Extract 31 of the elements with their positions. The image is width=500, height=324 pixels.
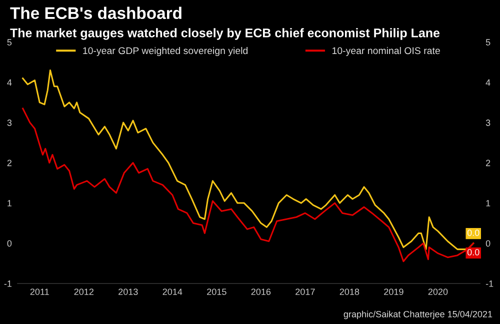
y2-tick-label: 0 [486, 240, 490, 247]
x-tick-label: 2011 [30, 288, 49, 295]
x-tick-label: 2017 [296, 288, 315, 295]
y2-tick-label: 2 [486, 160, 490, 166]
x-tick-label: 2015 [207, 288, 226, 295]
x-tick-label: 2014 [162, 288, 182, 295]
x-tick-label: 2012 [74, 288, 94, 295]
y-tick-label: 2 [7, 160, 12, 166]
y2-tick-label: 4 [486, 79, 490, 86]
y2-tick-label: -1 [486, 280, 494, 287]
y-tick-label: 0 [7, 240, 12, 247]
x-tick-label: 2019 [384, 288, 404, 295]
text: graphic/Saikat Chatterjee 15/04/2021 [344, 310, 492, 320]
y2-tick-label: 5 [486, 39, 490, 46]
y2-tick-label: 1 [486, 200, 490, 206]
x-tick-label: 2013 [118, 288, 138, 295]
y-tick-label: 4 [7, 79, 12, 86]
x-tick-label: 2018 [340, 288, 360, 295]
data-label: 0.0 [467, 230, 480, 236]
y2-tick-label: 3 [486, 120, 490, 126]
x-tick-label: 2020 [428, 288, 448, 295]
legend-label: 10-year GDP weighted sovereign yield [83, 46, 248, 56]
legend-label: 10-year nominal OIS rate [332, 46, 440, 56]
chart-subtitle: The market gauges watched closely by ECB chief economist Philip Lane [10, 28, 440, 40]
x-tick-label: 2016 [251, 288, 271, 295]
chart-title: The ECB's dashboard [10, 6, 182, 20]
y-tick-label: 1 [8, 200, 12, 206]
y-tick-label: -1 [4, 280, 12, 287]
y-tick-label: 5 [7, 39, 12, 46]
data-label: 0.0 [467, 249, 480, 256]
y-tick-label: 3 [7, 120, 12, 126]
